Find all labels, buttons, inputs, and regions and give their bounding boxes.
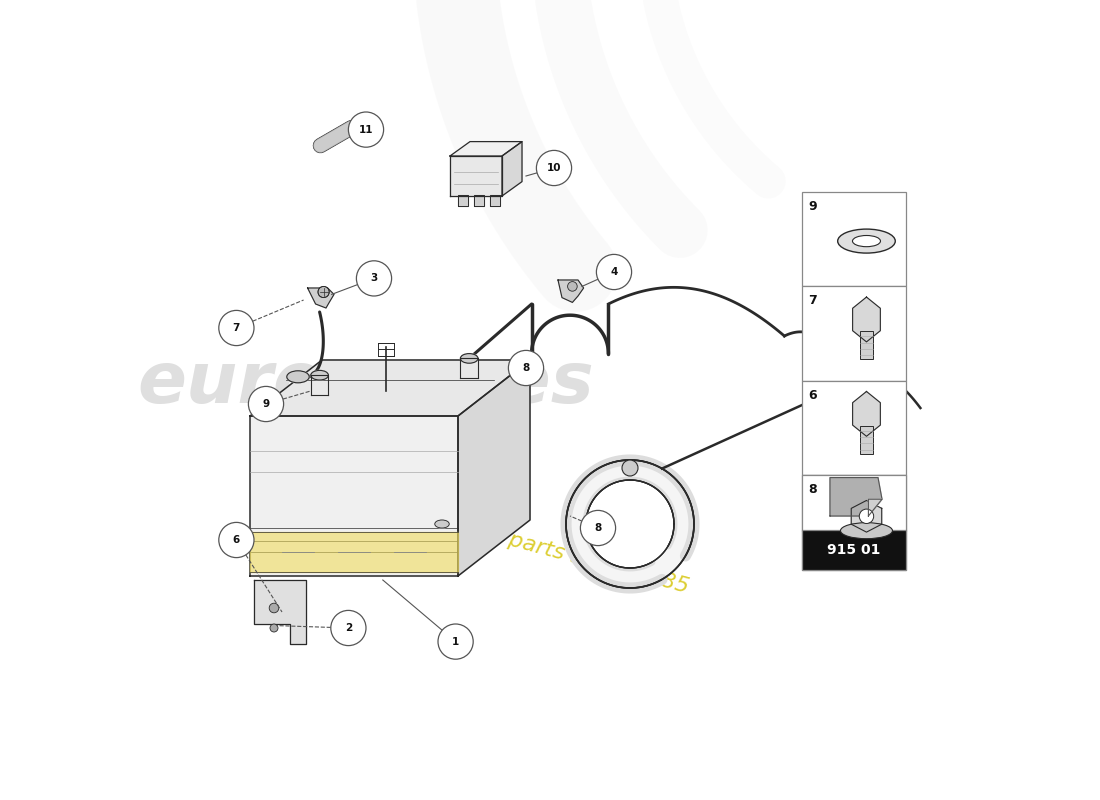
Bar [802,530,906,570]
Circle shape [438,624,473,659]
Circle shape [537,150,572,186]
Text: 915 01: 915 01 [827,542,881,557]
Text: 11: 11 [359,125,373,134]
Text: 6: 6 [808,389,817,402]
Polygon shape [502,142,522,196]
Circle shape [270,624,278,632]
Text: 8: 8 [594,523,602,533]
Bar [802,475,906,531]
Ellipse shape [852,235,880,246]
Text: 10: 10 [547,163,561,173]
Bar [458,195,468,206]
Circle shape [318,286,329,298]
Polygon shape [450,142,522,156]
Polygon shape [830,478,882,516]
Circle shape [596,254,631,290]
Bar [490,195,499,206]
Polygon shape [254,580,306,644]
Polygon shape [450,156,502,196]
Bar [860,331,873,359]
Ellipse shape [838,229,895,253]
Text: 7: 7 [808,294,817,307]
Circle shape [356,261,392,296]
Text: 6: 6 [233,535,240,545]
Ellipse shape [840,522,892,538]
Polygon shape [558,280,584,302]
Circle shape [581,510,616,546]
Bar [802,475,906,570]
Text: 3: 3 [371,274,377,283]
Polygon shape [458,360,530,576]
Text: 8: 8 [522,363,529,373]
Polygon shape [250,532,458,572]
Text: 7: 7 [233,323,240,333]
Text: 4: 4 [610,267,618,277]
Ellipse shape [434,520,449,528]
Circle shape [249,386,284,422]
Circle shape [621,460,638,476]
Polygon shape [586,480,674,568]
Text: 9: 9 [808,200,817,213]
Polygon shape [308,288,334,308]
Ellipse shape [287,370,309,382]
Bar [860,426,873,454]
Text: 1: 1 [452,637,459,646]
Ellipse shape [838,394,858,406]
Circle shape [859,509,873,523]
Bar [802,286,906,381]
Text: 8: 8 [808,483,817,496]
Circle shape [219,522,254,558]
Text: a passion for parts since 1985: a passion for parts since 1985 [361,491,691,597]
Polygon shape [250,416,458,576]
Circle shape [568,282,578,291]
Ellipse shape [311,370,329,380]
Polygon shape [868,499,882,516]
Text: 2: 2 [344,623,352,633]
Circle shape [219,310,254,346]
Circle shape [270,603,278,613]
Polygon shape [852,391,880,436]
Bar [474,195,484,206]
Circle shape [508,350,543,386]
Polygon shape [852,297,880,342]
Polygon shape [250,360,530,416]
Polygon shape [566,460,694,588]
Bar [802,381,906,475]
Text: eurospares: eurospares [138,350,594,418]
Ellipse shape [461,354,478,363]
Circle shape [349,112,384,147]
Polygon shape [851,501,882,532]
Text: 9: 9 [263,399,270,409]
Bar [802,192,906,286]
Circle shape [331,610,366,646]
